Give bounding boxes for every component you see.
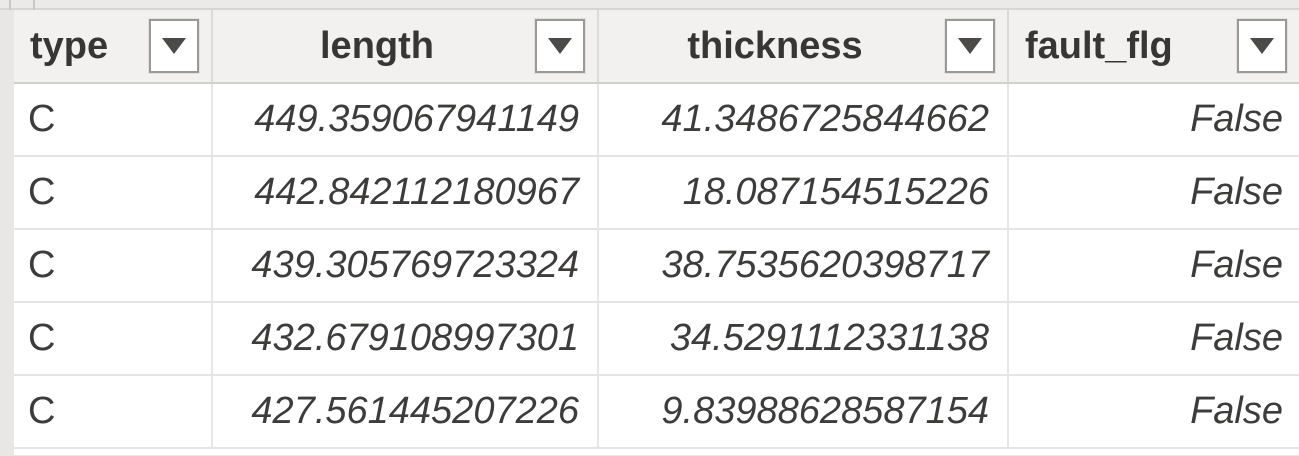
filter-dropdown-button[interactable] <box>1236 18 1288 74</box>
cell-type[interactable]: C <box>14 303 213 374</box>
cell-type[interactable]: C <box>14 376 213 447</box>
column-header-label: type <box>30 24 109 67</box>
column-header-length: length <box>213 10 599 82</box>
table-row: C 432.679108997301 34.5291112331138 Fals… <box>14 303 1299 376</box>
dropdown-arrow-icon <box>1250 38 1274 54</box>
cell-fault-flg[interactable]: False <box>1190 98 1283 140</box>
dropdown-arrow-icon <box>162 38 186 54</box>
chrome-divider <box>33 0 35 10</box>
data-table: type length thickness fault_flg <box>14 10 1299 455</box>
cell-thickness[interactable]: 34.5291112331138 <box>599 303 1009 374</box>
partial-next-row <box>14 449 1299 455</box>
chrome-divider <box>9 0 11 10</box>
cell-fault-flg[interactable]: False <box>1190 390 1283 432</box>
cell-length[interactable]: 442.842112180967 <box>213 157 599 228</box>
table-header-row: type length thickness fault_flg <box>14 10 1299 84</box>
table-row: C 427.561445207226 9.83988628587154 Fals… <box>14 376 1299 449</box>
top-chrome-strip <box>0 0 1299 10</box>
cell-thickness[interactable]: 9.83988628587154 <box>599 376 1009 447</box>
dropdown-arrow-icon <box>548 38 572 54</box>
dropdown-arrow-icon <box>958 38 982 54</box>
cell-length[interactable]: 449.359067941149 <box>213 84 599 155</box>
column-header-label: length <box>320 24 434 67</box>
cell-fault-flg[interactable]: False <box>1190 317 1283 359</box>
column-header-type: type <box>14 10 213 82</box>
cell-thickness[interactable]: 41.3486725844662 <box>599 84 1009 155</box>
cell-type[interactable]: C <box>14 157 213 228</box>
filter-dropdown-button[interactable] <box>148 18 200 74</box>
cell-length[interactable]: 427.561445207226 <box>213 376 599 447</box>
cell-length[interactable]: 439.305769723324 <box>213 230 599 301</box>
cell-type[interactable]: C <box>14 230 213 301</box>
table-row: C 439.305769723324 38.7535620398717 Fals… <box>14 230 1299 303</box>
column-header-fault-flg: fault_flg <box>1009 10 1299 82</box>
column-header-label: thickness <box>687 24 863 67</box>
cell-length[interactable]: 432.679108997301 <box>213 303 599 374</box>
column-header-label: fault_flg <box>1025 24 1173 67</box>
cell-fault-flg[interactable]: False <box>1190 171 1283 213</box>
cell-fault-flg[interactable]: False <box>1190 244 1283 286</box>
table-row: C 449.359067941149 41.3486725844662 Fals… <box>14 84 1299 157</box>
table-row: C 442.842112180967 18.087154515226 False <box>14 157 1299 230</box>
filter-dropdown-button[interactable] <box>944 18 996 74</box>
filter-dropdown-button[interactable] <box>534 18 586 74</box>
column-header-thickness: thickness <box>599 10 1009 82</box>
cell-type[interactable]: C <box>14 84 213 155</box>
cell-thickness[interactable]: 18.087154515226 <box>599 157 1009 228</box>
cell-thickness[interactable]: 38.7535620398717 <box>599 230 1009 301</box>
